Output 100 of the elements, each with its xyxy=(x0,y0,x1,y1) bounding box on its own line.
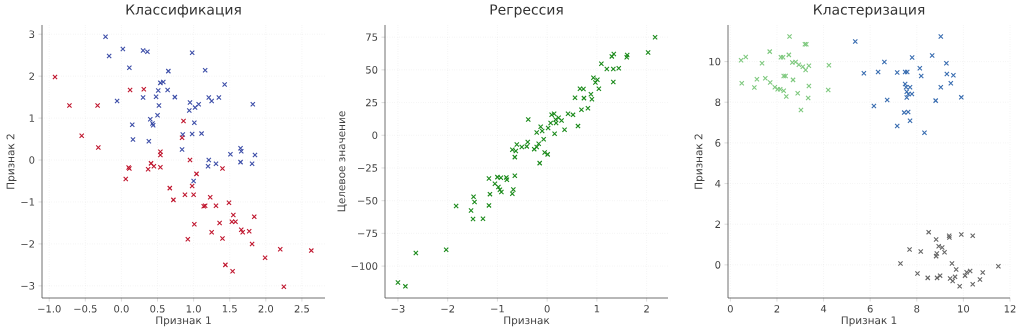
point xyxy=(905,109,911,115)
point xyxy=(123,176,129,182)
x-tick-label: −1 xyxy=(491,305,504,313)
point xyxy=(958,94,964,101)
y-tick-label: −50 xyxy=(358,196,378,205)
point xyxy=(249,161,255,167)
point xyxy=(743,54,749,60)
y-tick-label: 6 xyxy=(715,139,721,147)
point xyxy=(191,221,197,227)
point xyxy=(167,185,173,191)
point xyxy=(906,246,913,253)
x-tick-label: 2 xyxy=(774,305,780,313)
point xyxy=(102,34,109,40)
point xyxy=(977,276,983,283)
point xyxy=(205,163,211,169)
point xyxy=(948,80,954,87)
y-tick-label: 50 xyxy=(366,66,378,74)
point xyxy=(795,90,801,96)
y-tick-label: 3 xyxy=(29,30,35,38)
y-tick-label: 10 xyxy=(709,57,721,66)
point xyxy=(180,118,187,124)
point xyxy=(825,87,831,93)
point xyxy=(943,60,950,66)
point xyxy=(884,97,890,103)
point xyxy=(963,269,970,275)
point xyxy=(114,98,120,104)
point xyxy=(207,194,213,201)
x-tick-label: 0 xyxy=(544,305,550,313)
point xyxy=(767,48,773,55)
point xyxy=(925,275,931,281)
point xyxy=(95,144,101,151)
x-tick-label: −1.0 xyxy=(38,305,61,313)
point xyxy=(157,152,164,158)
point xyxy=(237,145,244,151)
x-tick-label: −2 xyxy=(441,305,455,313)
x-tick-label: 0.0 xyxy=(114,305,129,313)
point xyxy=(918,248,924,255)
point xyxy=(179,135,185,141)
x-tick-label: 4 xyxy=(820,305,827,313)
y-tick-label: −1 xyxy=(21,198,35,206)
point xyxy=(94,102,101,109)
point xyxy=(798,107,804,113)
point xyxy=(130,136,136,143)
point xyxy=(939,244,945,251)
point xyxy=(970,233,976,239)
point xyxy=(156,102,162,109)
point xyxy=(145,166,151,172)
x-tick-label: 0 xyxy=(727,305,733,313)
x-tick-label: 1 xyxy=(594,305,600,313)
point xyxy=(190,178,197,184)
point xyxy=(308,247,314,254)
point xyxy=(786,33,793,40)
point xyxy=(185,236,191,242)
y-tick-label: 25 xyxy=(366,98,378,107)
point xyxy=(180,131,186,138)
point xyxy=(957,283,963,289)
y-tick-label: 2 xyxy=(715,220,720,228)
point xyxy=(189,131,195,137)
point xyxy=(126,65,133,71)
x-tick-label: 1.5 xyxy=(222,305,237,313)
chart-title: Классификация xyxy=(126,4,241,18)
x-axis-title: Признак 1 xyxy=(841,316,897,327)
point xyxy=(790,77,796,83)
point xyxy=(165,68,172,74)
point xyxy=(938,33,944,40)
point xyxy=(901,109,907,116)
point xyxy=(941,249,948,255)
point xyxy=(160,79,166,85)
point xyxy=(191,120,197,126)
point xyxy=(262,255,268,261)
point xyxy=(155,87,161,94)
point xyxy=(738,57,744,63)
chart-title: Кластеризация xyxy=(814,4,925,18)
point xyxy=(783,93,789,100)
point xyxy=(739,80,745,87)
point xyxy=(953,266,959,273)
point xyxy=(907,118,913,124)
point xyxy=(980,269,986,276)
x-tick-label: 2.0 xyxy=(258,305,274,313)
point xyxy=(164,87,171,93)
point xyxy=(186,107,192,114)
point xyxy=(216,220,223,226)
point xyxy=(202,67,208,73)
y-tick-label: 0 xyxy=(372,131,378,140)
point xyxy=(967,268,973,274)
point xyxy=(796,62,802,68)
x-tick-label: 6 xyxy=(867,305,873,313)
point xyxy=(141,86,147,92)
y-tick-label: 75 xyxy=(366,33,378,41)
point xyxy=(759,60,765,66)
point xyxy=(277,246,283,253)
y-tick-label: −2 xyxy=(21,240,34,248)
point xyxy=(227,151,234,157)
point xyxy=(229,268,236,274)
point xyxy=(852,38,858,45)
point xyxy=(249,241,255,247)
x-tick-label: 2.5 xyxy=(294,305,309,313)
y-axis-title: Целевое значение xyxy=(337,111,347,212)
y-tick-label: −3 xyxy=(21,282,35,290)
x-tick-label: −3 xyxy=(391,305,405,313)
